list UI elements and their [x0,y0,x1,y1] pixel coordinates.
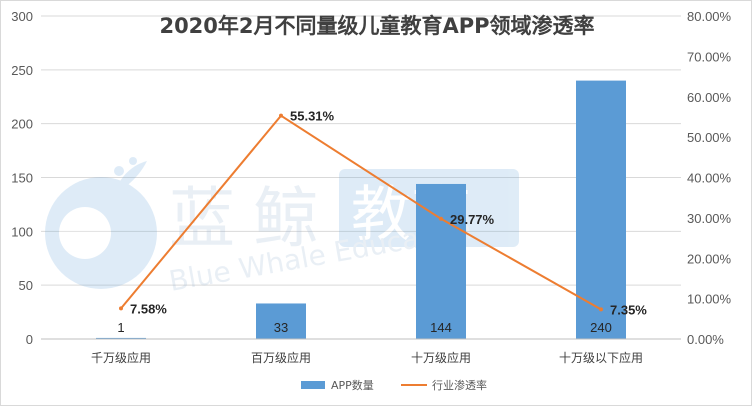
bar [96,337,146,339]
y-right-tick-label: 40.00% [687,171,732,186]
y-left-tick-label: 250 [11,63,33,78]
bar [416,183,466,339]
bar-value-label: 144 [430,320,452,335]
line-path [120,114,602,311]
x-tick-label: 十万级应用 [411,350,471,365]
whale-logo-icon [45,157,157,289]
chart-title: 2020年2月不同量级儿童教育APP领域渗透率 [159,14,594,38]
axes: 0 50 100 150 200 250 300 0.00% 10.00% 20.00% 30.00… [11,9,731,365]
legend: APP数量 行业渗透率 [301,378,487,392]
y-right-tick-label: 20.00% [687,251,732,266]
data-labels: 1 33 144 240 7.58% 55.31% 29.77% 7.35% [117,109,647,335]
line-point [599,307,603,312]
x-tick-label: 十万级以下应用 [559,350,643,365]
y-left-tick-label: 150 [11,171,33,186]
line-point [279,113,283,118]
y-left-tick-label: 50 [19,278,33,293]
y-right-tick-label: 30.00% [687,211,732,226]
bar-value-label: 240 [590,320,612,335]
line-point [439,216,443,221]
bar-series [96,80,626,339]
watermark-char-2: 鲸 [253,180,319,257]
line-value-label: 55.31% [290,109,335,124]
y-left-tick-label: 100 [11,224,33,239]
bar-value-label: 1 [117,320,124,335]
bar-value-label: 33 [274,320,288,335]
y-left-tick-label: 300 [11,9,33,24]
legend-label-line: 行业渗透率 [432,378,487,392]
line-value-label: 7.58% [130,301,167,316]
legend-label-bar: APP数量 [331,379,374,392]
y-right-tick-label: 0.00% [687,332,724,347]
bar [576,80,626,339]
y-right-tick-label: 80.00% [687,9,732,24]
watermark-char-1: 蓝 [169,180,235,257]
y-right-tick-label: 50.00% [687,130,732,145]
legend-swatch-bar [301,381,325,389]
line-value-label: 29.77% [450,212,495,227]
x-tick-label: 百万级应用 [251,350,311,365]
y-right-tick-label: 10.00% [687,292,732,307]
line-value-label: 7.35% [610,302,647,317]
x-tick-label: 千万级应用 [91,350,151,365]
y-right-tick-label: 70.00% [687,49,732,64]
y-left-tick-label: 200 [11,117,33,132]
gridlines [41,15,681,340]
bar [256,303,306,339]
line-point [119,306,123,311]
line-series [119,113,603,312]
y-right-tick-label: 60.00% [687,90,732,105]
y-left-tick-label: 0 [26,332,33,347]
